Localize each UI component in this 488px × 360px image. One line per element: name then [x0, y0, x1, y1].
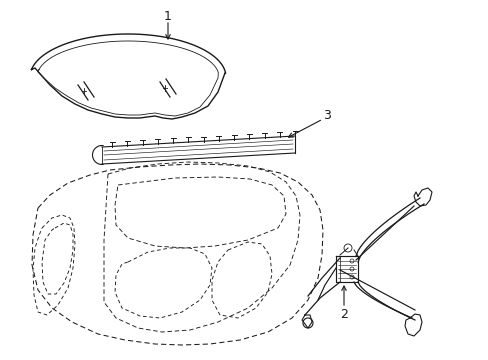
Text: 3: 3 — [323, 108, 330, 122]
Text: 2: 2 — [339, 307, 347, 320]
Text: 1: 1 — [164, 9, 172, 23]
